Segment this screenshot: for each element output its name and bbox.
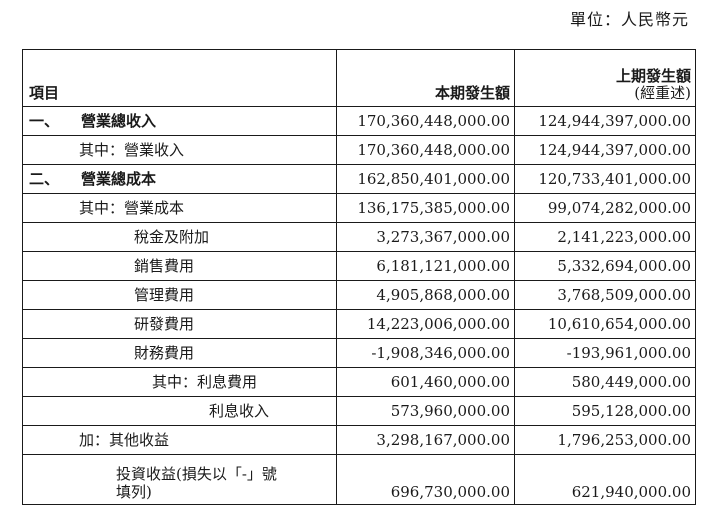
row-prior: 99,074,282,000.00	[514, 193, 696, 223]
row-prefix: 二、	[29, 169, 60, 188]
row-prior: -193,961,000.00	[514, 338, 696, 368]
row-label: 加：其他收益	[22, 425, 337, 455]
table-row: 稅金及附加 3,273,367,000.00 2,141,223,000.00	[22, 222, 696, 252]
row-label: 其中：營業收入	[22, 135, 337, 165]
table-row: 管理費用 4,905,868,000.00 3,768,509,000.00	[22, 280, 696, 310]
table-row: 其中：營業成本 136,175,385,000.00 99,074,282,00…	[22, 193, 696, 223]
row-prior: 595,128,000.00	[514, 396, 696, 426]
table-header-row: 項目 本期發生額 上期發生額 (經重述)	[22, 49, 696, 107]
table-row: 其中：營業收入 170,360,448,000.00 124,944,397,0…	[22, 135, 696, 165]
table-row: 投資收益(損失以「-」號填列) 696,730,000.00 621,940,0…	[22, 454, 696, 505]
row-label: 研發費用	[22, 309, 337, 339]
row-prior: 580,449,000.00	[514, 367, 696, 397]
table-row: 利息收入 573,960,000.00 595,128,000.00	[22, 396, 696, 426]
row-label-text: 營業總收入	[81, 111, 157, 130]
row-current: 170,360,448,000.00	[336, 106, 515, 136]
row-label: 財務費用	[22, 338, 337, 368]
row-prior: 120,733,401,000.00	[514, 164, 696, 194]
unit-label: 單位：人民幣元	[569, 10, 689, 29]
table-row: 銷售費用 6,181,121,000.00 5,332,694,000.00	[22, 251, 696, 281]
row-current: 6,181,121,000.00	[336, 251, 515, 281]
row-current: 170,360,448,000.00	[336, 135, 515, 165]
row-label: 稅金及附加	[22, 222, 337, 252]
row-label: 投資收益(損失以「-」號填列)	[22, 454, 337, 505]
row-prior: 124,944,397,000.00	[514, 106, 696, 136]
row-prior: 5,332,694,000.00	[514, 251, 696, 281]
header-current-period: 本期發生額	[336, 49, 515, 107]
table-row: 一、 營業總收入 170,360,448,000.00 124,944,397,0…	[22, 106, 696, 136]
row-label: 二、 營業總成本	[22, 164, 337, 194]
row-prior: 3,768,509,000.00	[514, 280, 696, 310]
row-prior: 124,944,397,000.00	[514, 135, 696, 165]
table-row: 財務費用 -1,908,346,000.00 -193,961,000.00	[22, 338, 696, 368]
row-label: 管理費用	[22, 280, 337, 310]
row-label: 其中：利息費用	[22, 367, 337, 397]
row-current: 136,175,385,000.00	[336, 193, 515, 223]
row-prior: 10,610,654,000.00	[514, 309, 696, 339]
table-row: 其中：利息費用 601,460,000.00 580,449,000.00	[22, 367, 696, 397]
row-current: 14,223,006,000.00	[336, 309, 515, 339]
row-current: -1,908,346,000.00	[336, 338, 515, 368]
row-current: 3,273,367,000.00	[336, 222, 515, 252]
row-label: 利息收入	[22, 396, 337, 426]
row-prefix: 一、	[29, 111, 60, 130]
header-prior-label: 上期發生額	[615, 67, 691, 85]
row-label: 其中：營業成本	[22, 193, 337, 223]
row-label: 銷售費用	[22, 251, 337, 281]
row-current: 4,905,868,000.00	[336, 280, 515, 310]
row-prior: 2,141,223,000.00	[514, 222, 696, 252]
table-row: 加：其他收益 3,298,167,000.00 1,796,253,000.00	[22, 425, 696, 455]
income-statement-table: 項目 本期發生額 上期發生額 (經重述) 一、 營業總收入 170,360,448…	[22, 49, 696, 505]
row-label-text: 營業總成本	[81, 169, 157, 188]
row-label: 一、 營業總收入	[22, 106, 337, 136]
row-prior: 1,796,253,000.00	[514, 425, 696, 455]
row-current: 162,850,401,000.00	[336, 164, 515, 194]
row-current: 3,298,167,000.00	[336, 425, 515, 455]
row-prior: 621,940,000.00	[514, 454, 696, 505]
row-current: 601,460,000.00	[336, 367, 515, 397]
table-row: 研發費用 14,223,006,000.00 10,610,654,000.00	[22, 309, 696, 339]
header-prior-note: (經重述)	[634, 84, 691, 102]
row-current: 573,960,000.00	[336, 396, 515, 426]
row-current: 696,730,000.00	[336, 454, 515, 505]
table-row: 二、 營業總成本 162,850,401,000.00 120,733,401,0…	[22, 164, 696, 194]
header-prior-period: 上期發生額 (經重述)	[514, 49, 696, 107]
header-item: 項目	[22, 49, 337, 107]
